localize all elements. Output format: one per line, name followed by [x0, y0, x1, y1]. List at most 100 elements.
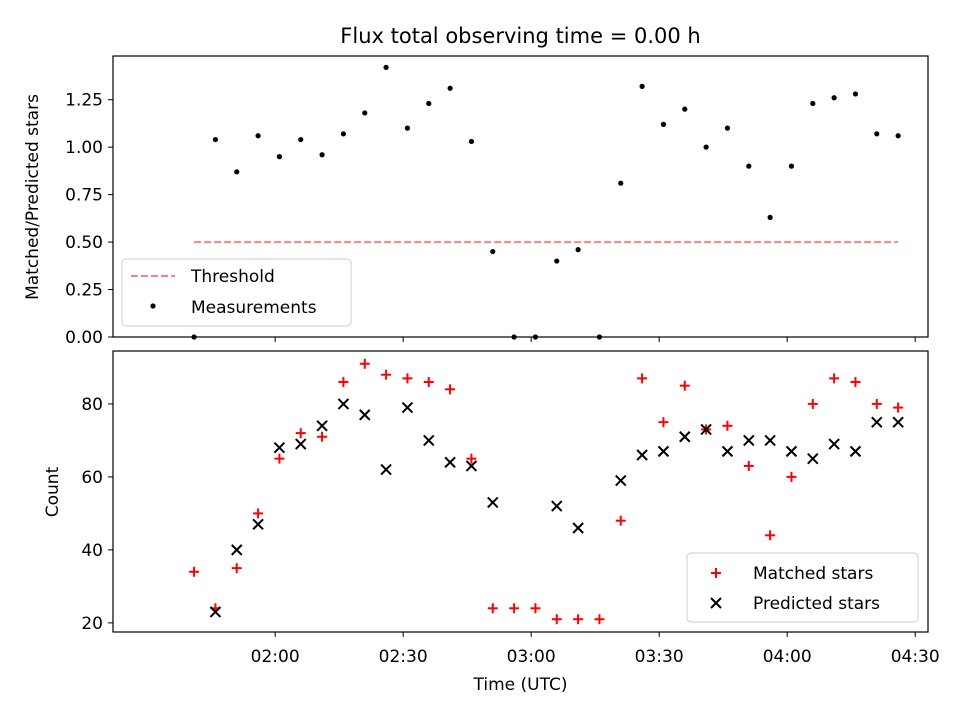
measurement-point	[724, 125, 731, 131]
top-x-ticks	[274, 337, 916, 342]
predicted-star-point	[892, 416, 904, 428]
matched-star-point	[253, 508, 264, 519]
x-stroke-b	[295, 438, 307, 450]
x-stroke-b	[721, 445, 734, 458]
top-y-axis-label: Matched/Predicted stars	[23, 94, 43, 300]
measurement-point	[298, 136, 304, 143]
predicted-star-point	[657, 445, 670, 458]
matched-star-point	[658, 417, 669, 428]
chart-title: Flux total observing time = 0.00 h	[340, 24, 700, 48]
measurements-legend-label: Measurements	[191, 298, 317, 318]
x-stroke-b	[764, 434, 776, 447]
x-stroke-b	[273, 442, 286, 454]
x-stroke-b	[743, 434, 755, 447]
measurement-point	[746, 163, 752, 169]
matched-star-point	[594, 614, 605, 625]
top-legend-box	[121, 258, 352, 327]
predicted-star-point	[295, 438, 307, 450]
measurement-point	[468, 138, 475, 145]
bottom-y-tick-label: 60	[81, 468, 103, 488]
top-plot-area	[191, 64, 901, 340]
measurement-point	[703, 144, 709, 150]
measurement-point	[639, 83, 645, 89]
ratio-panel: Flux total observing time = 0.00 h Match…	[23, 24, 929, 348]
measurement-point	[447, 85, 453, 91]
predicted-star-point	[807, 452, 819, 465]
bottom-x-tick-label: 02:00	[251, 647, 300, 667]
matched-star-point	[893, 402, 904, 413]
matched-star-point	[423, 377, 434, 388]
measurement-point	[767, 214, 773, 220]
x-stroke-b	[828, 438, 840, 450]
bottom-x-tick-label: 03:00	[507, 647, 556, 667]
bottom-y-tick-label: 40	[81, 541, 103, 561]
measurement-point	[575, 247, 581, 253]
matched-legend-marker	[711, 568, 721, 578]
top-y-tick-label: 0.25	[65, 281, 103, 301]
predicted-star-point	[444, 456, 456, 469]
predicted-star-point	[487, 496, 499, 509]
x-stroke-b	[380, 463, 392, 476]
matched-star-point	[850, 377, 861, 388]
x-stroke-b	[316, 420, 328, 432]
matched-star-point	[402, 373, 413, 384]
measurement-point	[212, 136, 219, 143]
matched-star-point	[722, 420, 733, 431]
x-stroke-b	[423, 434, 435, 447]
bottom-y-ticks: 20 40 60 80	[81, 395, 113, 634]
top-y-tick-label: 0.00	[65, 328, 103, 348]
matched-star-point	[295, 428, 306, 439]
predicted-legend-label: Predicted stars	[753, 594, 880, 614]
x-stroke-b	[252, 518, 264, 531]
x-stroke-b	[849, 445, 862, 458]
top-axes-frame	[112, 55, 929, 338]
measurement-point	[276, 154, 283, 160]
predicted-star-point	[209, 606, 222, 618]
matched-star-point	[466, 453, 477, 464]
predicted-star-point	[423, 434, 435, 447]
predicted-star-point	[252, 518, 264, 531]
matched-star-point	[871, 398, 882, 409]
bottom-x-tick-label: 04:00	[763, 647, 812, 667]
x-stroke-b	[487, 496, 499, 509]
x-stroke-b	[679, 431, 691, 443]
x-stroke-b	[551, 500, 563, 512]
predicted-star-point	[337, 398, 350, 410]
predicted-star-point	[380, 463, 392, 476]
top-y-ticks: 0.00 0.25 0.50 0.75 1.00 1.25	[65, 91, 113, 348]
predicted-star-point	[849, 445, 862, 458]
matched-legend-glyph	[711, 568, 721, 578]
matched-star-point	[487, 603, 498, 614]
predicted-star-point	[828, 438, 840, 450]
bottom-y-axis-label: Count	[43, 466, 63, 517]
predicted-legend-marker	[710, 597, 722, 609]
predicted-star-point	[785, 445, 798, 458]
predicted-legend-glyph	[710, 597, 722, 609]
measurement-point	[362, 110, 368, 116]
measurement-point	[319, 152, 325, 158]
predicted-star-point	[615, 474, 627, 487]
x-stroke-b	[231, 544, 243, 556]
measurement-point	[682, 106, 688, 112]
x-stroke-b	[444, 456, 456, 469]
matched-star-point	[743, 460, 754, 471]
predicted-star-point	[551, 500, 563, 512]
matched-star-point	[807, 398, 818, 409]
x-stroke-b	[615, 474, 627, 487]
bottom-x-ticks: 02:00 02:30 03:00 03:30 04:00 04:30	[251, 632, 940, 667]
matched-star-point	[381, 369, 392, 380]
predicted-star-point	[700, 423, 712, 436]
matched-star-point	[637, 373, 648, 384]
measurement-point	[426, 100, 432, 107]
predicted-star-point	[359, 409, 371, 421]
bottom-axes-frame	[112, 350, 929, 633]
x-stroke-b	[572, 522, 584, 534]
top-y-tick-label: 0.50	[65, 233, 103, 253]
bottom-y-tick-label: 80	[81, 395, 103, 415]
matched-star-point	[765, 530, 776, 541]
matched-star-point	[615, 515, 626, 526]
matched-star-point	[551, 614, 562, 625]
top-y-tick-label: 1.25	[65, 91, 103, 111]
matched-star-point	[829, 373, 840, 384]
